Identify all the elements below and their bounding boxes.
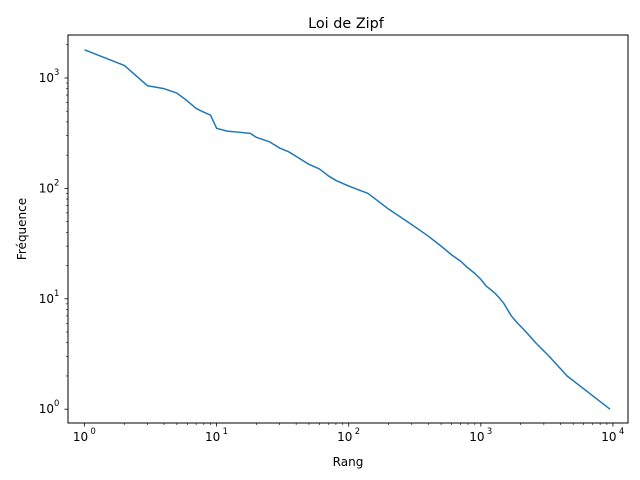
x-tick-label: 10 bbox=[469, 430, 484, 444]
x-tick-label: 10 bbox=[73, 430, 88, 444]
x-tick-exponent: 2 bbox=[355, 426, 360, 436]
chart-title: Loi de Zipf bbox=[308, 16, 385, 32]
x-tick-label: 10 bbox=[205, 430, 220, 444]
y-tick-label: 10 bbox=[39, 71, 54, 85]
x-tick-label: 10 bbox=[601, 430, 616, 444]
y-tick-exponent: 2 bbox=[54, 177, 59, 187]
x-tick-exponent: 1 bbox=[223, 426, 228, 436]
y-tick-exponent: 3 bbox=[54, 67, 59, 77]
x-axis-label: Rang bbox=[333, 455, 364, 469]
y-tick-exponent: 0 bbox=[54, 398, 59, 408]
y-tick-label: 10 bbox=[39, 402, 54, 416]
x-tick-label: 10 bbox=[337, 430, 352, 444]
x-tick-exponent: 0 bbox=[91, 426, 96, 436]
series-line-0 bbox=[84, 49, 611, 410]
y-axis-label: Fréquence bbox=[15, 198, 29, 260]
x-tick-exponent: 4 bbox=[619, 426, 624, 436]
x-axis-ticks: 10 0 10 1 10 2 10 3 10 4 bbox=[73, 423, 624, 444]
y-tick-label: 10 bbox=[39, 292, 54, 306]
y-tick-exponent: 1 bbox=[54, 288, 59, 298]
x-tick-exponent: 3 bbox=[487, 426, 492, 436]
axes-frame bbox=[67, 34, 629, 424]
plot-area bbox=[84, 49, 611, 410]
y-tick-label: 10 bbox=[39, 181, 54, 195]
